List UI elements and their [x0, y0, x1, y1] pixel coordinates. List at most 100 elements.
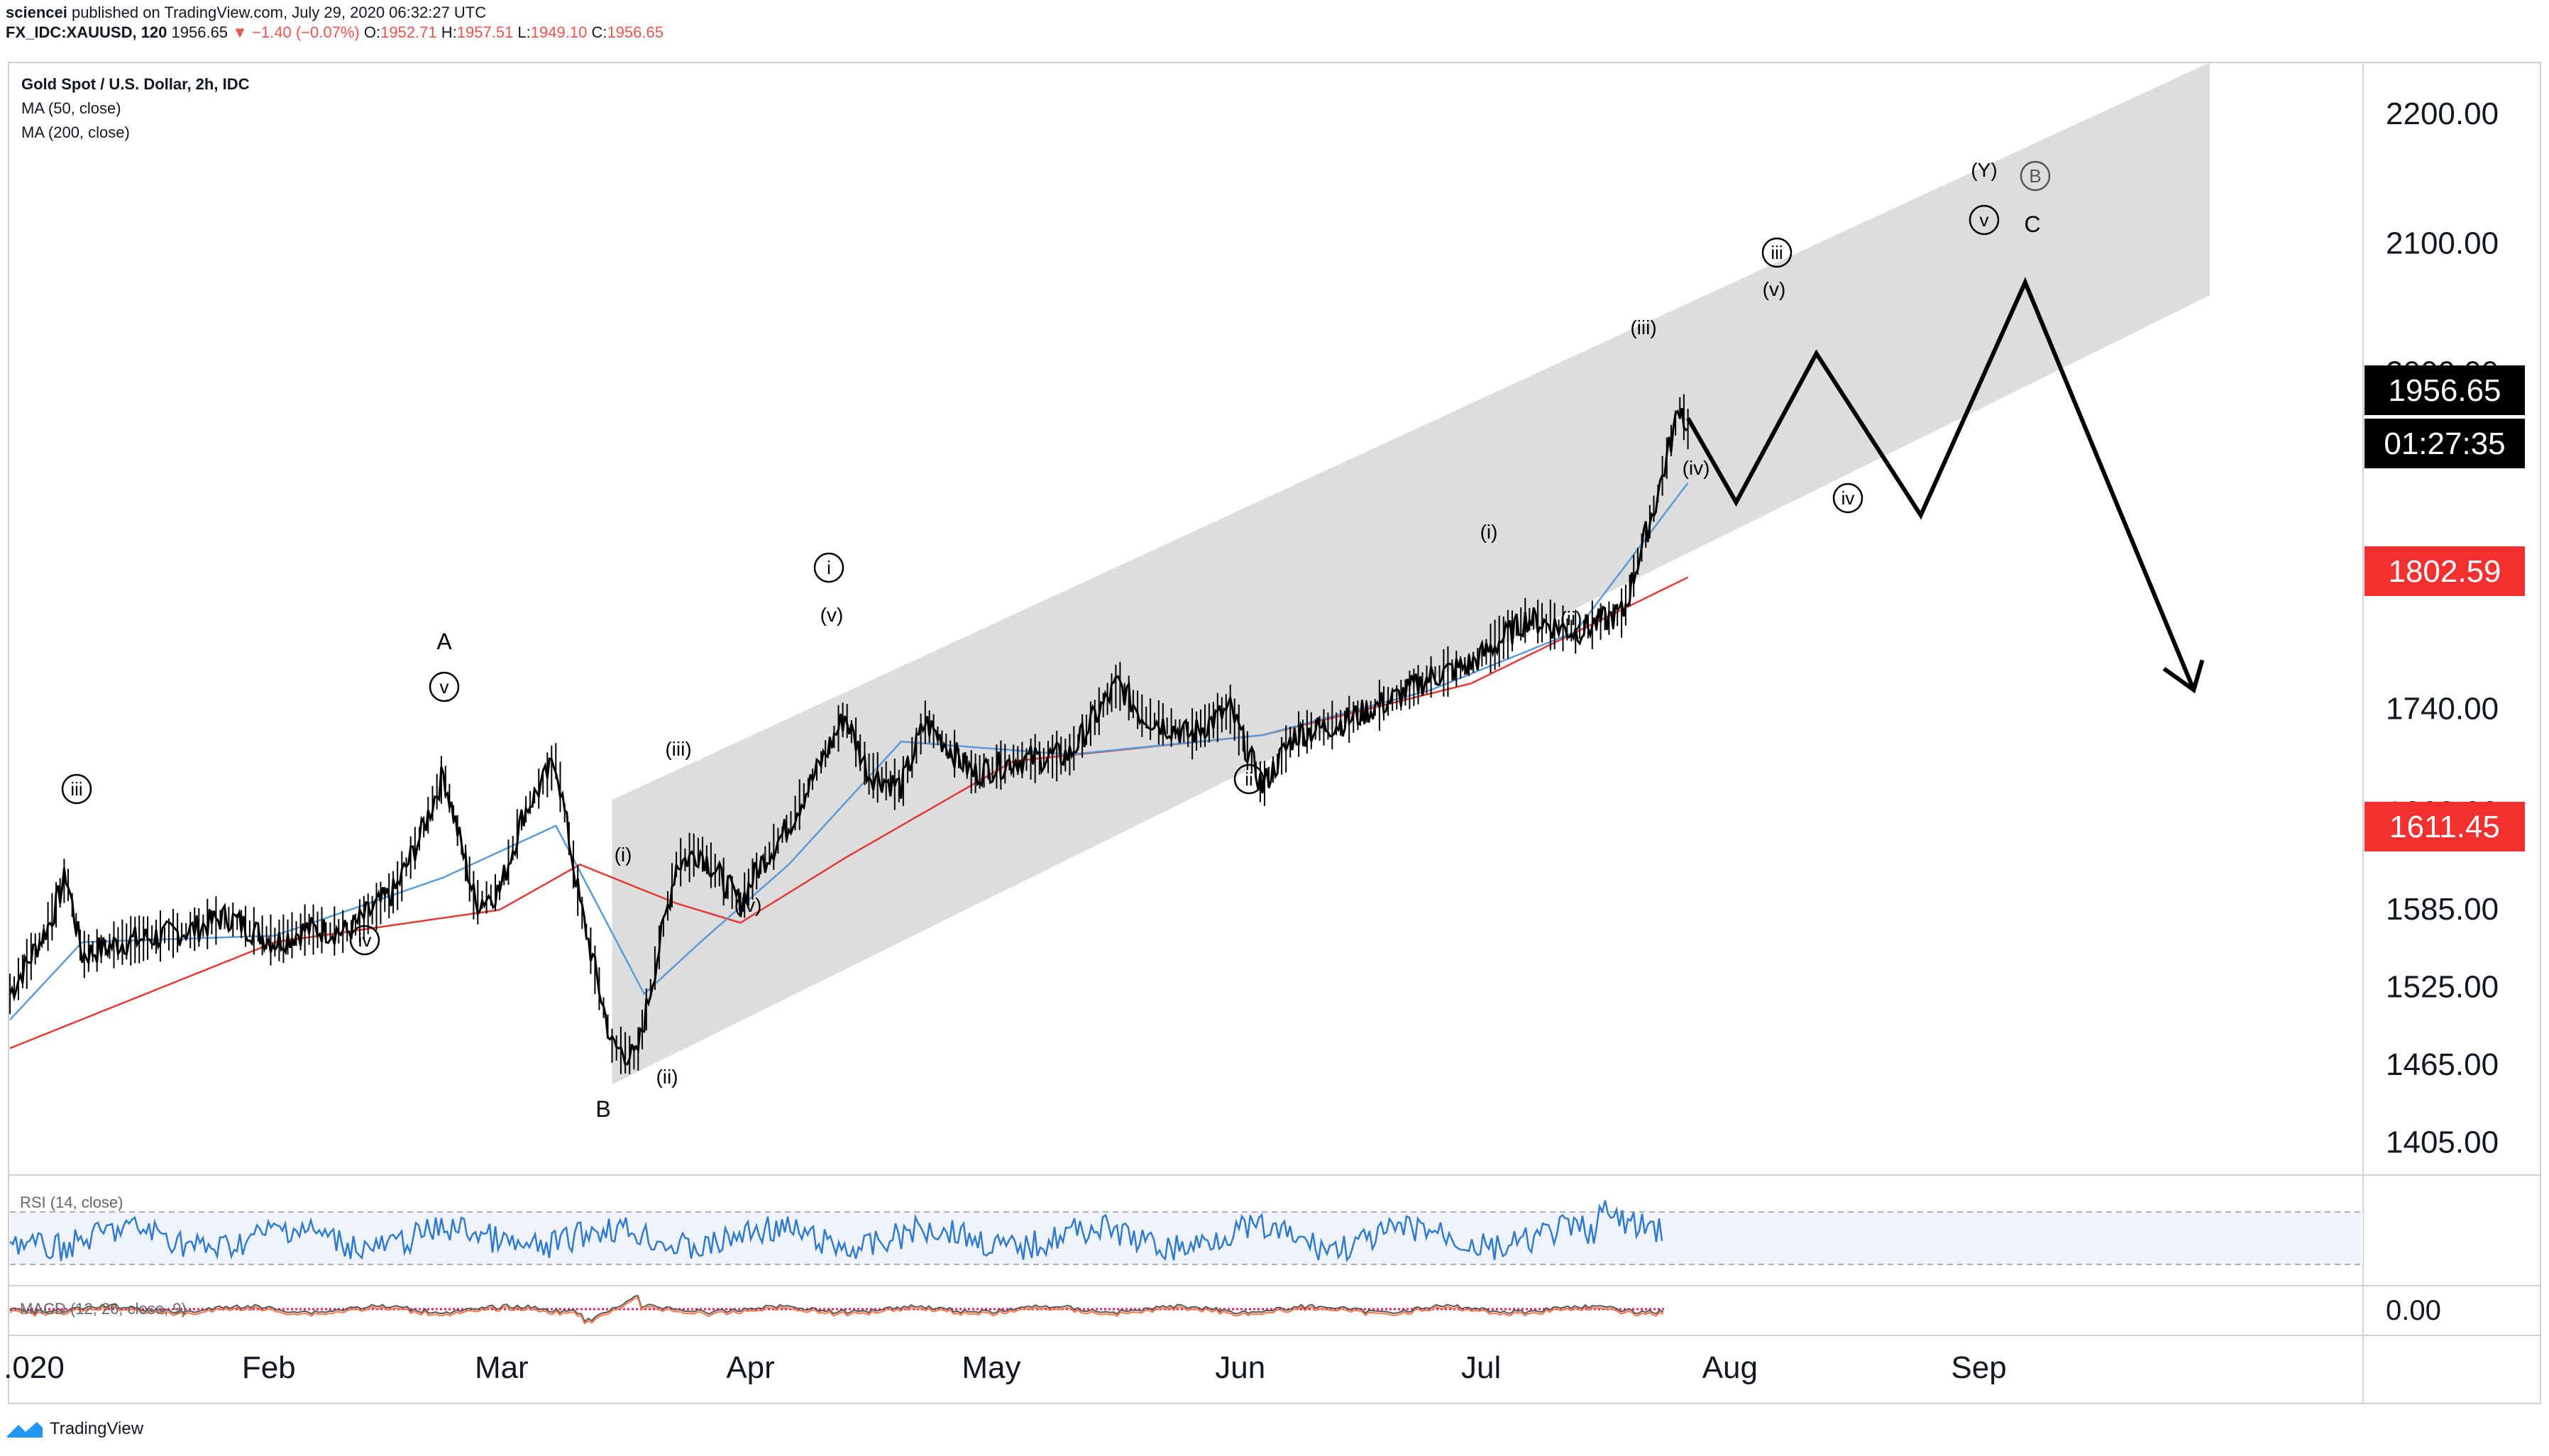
macd-label: MACD (12, 26, close, 9): [20, 1300, 187, 1318]
time-tick-5: May: [962, 1350, 1020, 1385]
wave-circle-4: [429, 671, 460, 702]
price-change: −1.40 (−0.07%): [252, 23, 360, 41]
ma-value-badge: 1802.59: [2388, 554, 2501, 589]
low-label: L:: [517, 23, 531, 41]
time-tick-2: Feb: [242, 1350, 296, 1385]
wave-label-14: (ii): [1560, 607, 1582, 629]
wave-circle-12: [1233, 763, 1265, 795]
wave-circle-18: [1761, 237, 1793, 268]
macd-zero-tick: 0.00: [2386, 1295, 2441, 1326]
time-tick-3: Mar: [475, 1350, 529, 1385]
time-tick-7: Jul: [1461, 1350, 1501, 1385]
projection-layer: [1685, 277, 2205, 694]
time-tick-6: Jun: [1215, 1350, 1265, 1385]
close-label: C:: [591, 23, 607, 41]
open-label: O:: [363, 23, 381, 41]
publish-info: published on TradingView.com, July 29, 2…: [67, 4, 487, 21]
countdown-badge: 01:27:35: [2384, 426, 2505, 461]
wave-circle-1: [61, 773, 92, 805]
wave-circle-21: [2020, 160, 2051, 192]
legend-ma200: MA (200, close): [21, 123, 130, 141]
wave-label-13: (i): [1480, 521, 1498, 543]
high-label: H:: [441, 23, 457, 41]
price-wicks: [9, 394, 1689, 1074]
main-pane-frame: [8, 62, 2541, 1404]
time-tick-4: Apr: [726, 1350, 774, 1385]
rsi-line-layer: [9, 1200, 1663, 1262]
time-tick-8: Aug: [1702, 1350, 1758, 1385]
publish-line: sciencei published on TradingView.com, J…: [6, 3, 664, 23]
wave-circle-2: [349, 925, 380, 956]
rsi-line: [9, 1200, 1663, 1262]
last-price-badge: 1956.65: [2388, 373, 2501, 408]
time-tick-1: .020: [4, 1350, 65, 1385]
time-tick-9: Sep: [1951, 1350, 2006, 1385]
symbol-label: FX_IDC:XAUUSD, 120: [6, 23, 167, 41]
wave-label-6: (i): [615, 844, 632, 866]
tradingview-brand: TradingView: [50, 1419, 144, 1438]
wave-label-19: iv: [1841, 487, 1855, 509]
wave-circle-22: [1969, 204, 2000, 236]
legend-ma50: MA (50, close): [21, 99, 121, 117]
wave-label-23: C: [2024, 211, 2040, 237]
ohlc-line: FX_IDC:XAUUSD, 120 1956.65 ▼ −1.40 (−0.0…: [6, 23, 664, 43]
wave-circle-11: [813, 552, 844, 583]
low-value: 1949.10: [530, 23, 588, 41]
ma-low-badge: 1611.45: [2389, 810, 2500, 844]
down-arrow-icon: ▼: [232, 23, 248, 41]
price-layer: [9, 394, 1689, 1074]
projection-arrowhead: [2162, 659, 2205, 694]
last-price-badge-bg: [2364, 365, 2525, 415]
wave-label-20: (Y): [1971, 159, 1997, 181]
wave-label-12: ii: [1245, 768, 1253, 790]
tradingview-logo-icon: [7, 1422, 43, 1438]
publisher-name: sciencei: [6, 4, 67, 21]
price-tick-4: 1740.00: [2386, 692, 2499, 727]
channel-layer: [612, 62, 2211, 1085]
wave-label-8: (iii): [665, 738, 691, 760]
price-tick-2: 2100.00: [2386, 226, 2499, 260]
wave-label-15: (iii): [1630, 316, 1656, 338]
rsi-label: RSI (14, close): [20, 1193, 123, 1211]
wave-label-22: v: [1980, 209, 1989, 231]
ma-value-badge-bg: [2364, 546, 2525, 596]
wave-label-7: (ii): [656, 1066, 678, 1088]
legend-title: Gold Spot / U.S. Dollar, 2h, IDC: [21, 75, 250, 93]
wave-label-9: (iv): [734, 894, 762, 916]
wave-label-18: iii: [1771, 242, 1783, 263]
wave-label-4: v: [440, 676, 449, 697]
ma-low-badge-bg: [2364, 802, 2525, 851]
price-tick-9: 1405.00: [2386, 1125, 2499, 1159]
wave-label-1: iii: [70, 778, 82, 800]
wave-label-3: A: [436, 629, 452, 654]
wave-label-10: (v): [820, 604, 844, 626]
price-tick-1: 2200.00: [2386, 96, 2499, 131]
price-badges: 1956.65 01:27:35 1802.59 1611.45: [2364, 365, 2525, 851]
macd-line-layer: [9, 1294, 1664, 1325]
price-tick-7: 1525.00: [2386, 970, 2499, 1005]
wave-label-16: (iv): [1683, 457, 1710, 479]
price-axis[interactable]: 2200.002100.002000.001740.001660.001585.…: [2386, 96, 2499, 1159]
macd-signal-line: [9, 1296, 1664, 1325]
price-tick-8: 1465.00: [2386, 1047, 2499, 1082]
close-value: 1956.65: [607, 23, 664, 41]
countdown-badge-bg: [2364, 419, 2525, 468]
wave-label-layer: iiiivAvB(i)(ii)(iii)(iv)(v)iii(i)(ii)(ii…: [61, 159, 2051, 1122]
wave-label-5: B: [595, 1096, 610, 1122]
chart-legend: Gold Spot / U.S. Dollar, 2h, IDC MA (50,…: [21, 72, 249, 145]
high-value: 1957.51: [456, 23, 514, 41]
tradingview-footer: TradingView: [6, 1419, 143, 1439]
open-value: 1952.71: [380, 23, 437, 41]
wave-label-11: i: [827, 557, 831, 578]
wave-label-2: iv: [358, 930, 372, 951]
price-tick-6: 1585.00: [2386, 892, 2499, 927]
trend-channel: [612, 62, 2211, 1085]
publish-header: sciencei published on TradingView.com, J…: [6, 3, 664, 43]
wave-circle-19: [1832, 482, 1863, 514]
last-price: 1956.65: [171, 23, 229, 41]
wave-label-17: (v): [1763, 278, 1786, 300]
projection-path: [1685, 277, 2196, 691]
time-axis[interactable]: .020 Feb Mar Apr May Jun Jul Aug Sep: [4, 1350, 2007, 1385]
macd-line: [9, 1294, 1664, 1323]
